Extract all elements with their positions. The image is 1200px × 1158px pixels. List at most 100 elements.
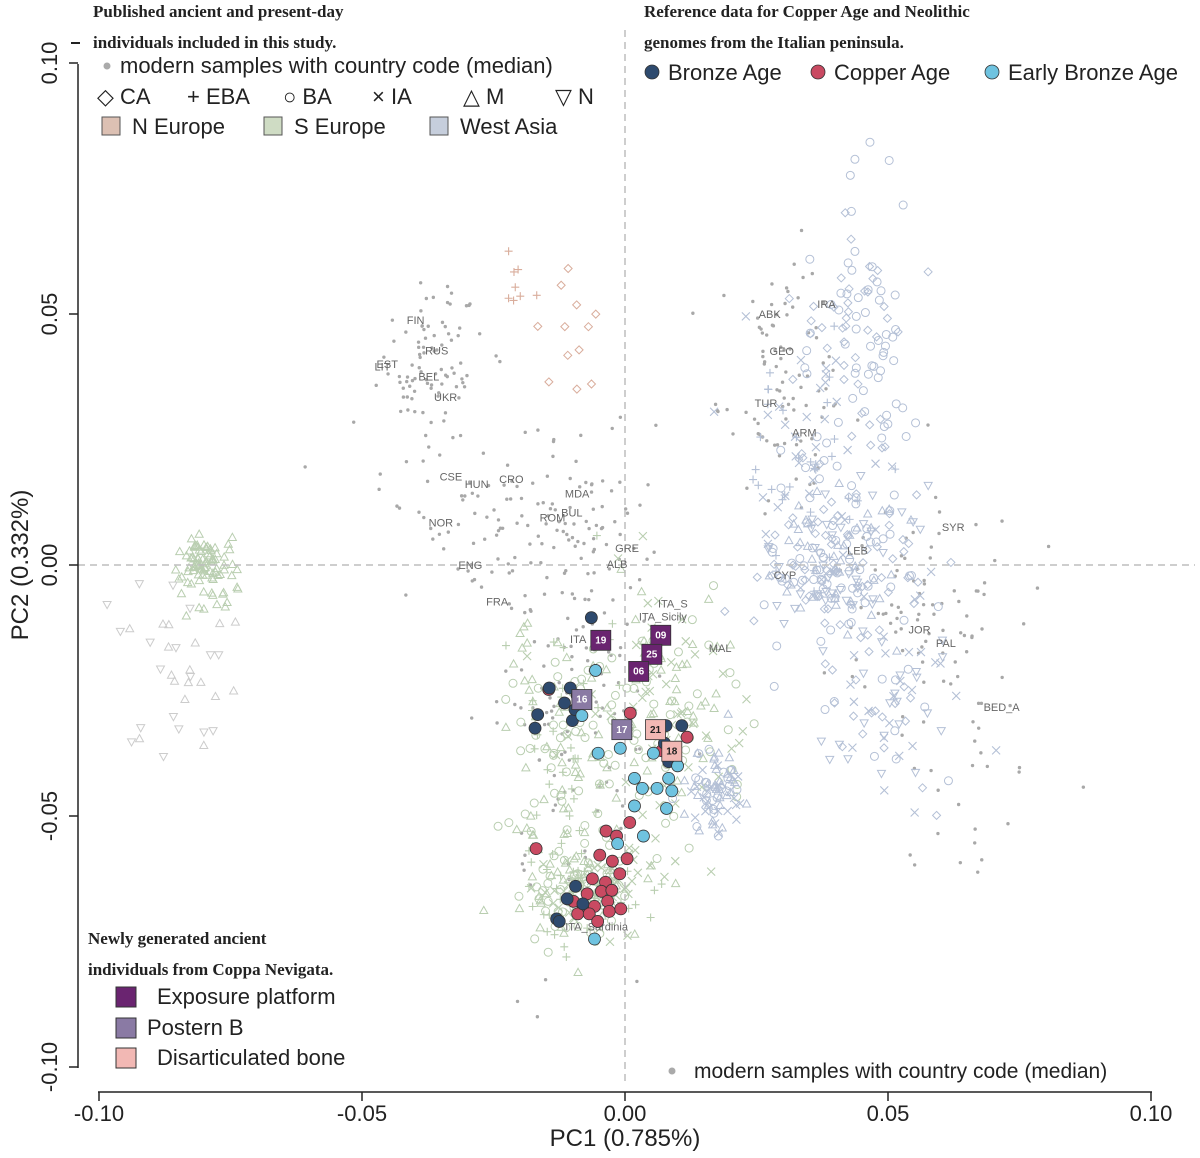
early-bronze-age-point — [647, 746, 660, 760]
west-asia-ancient-marker — [877, 505, 888, 515]
s-europe-ancient-marker — [692, 689, 702, 699]
west-asia-ancient-marker — [828, 516, 839, 526]
modern-sample-dot — [940, 601, 944, 606]
modern-sample-dot — [928, 556, 932, 560]
modern-sample-dot — [625, 622, 629, 626]
s-europe-neolithic-marker — [187, 552, 198, 562]
modern-sample-dot — [657, 674, 662, 678]
period-legend-ia: × IA — [372, 84, 412, 109]
modern-sample-dot — [985, 764, 990, 769]
s-europe-ancient-marker — [524, 684, 535, 694]
modern-sample-dot — [611, 598, 615, 602]
west-asia-ancient-marker — [783, 580, 793, 590]
s-europe-ancient-marker — [168, 713, 179, 722]
west-asia-ancient-marker — [839, 360, 849, 371]
modern-sample-dot — [922, 680, 926, 684]
s-europe-ancient-marker — [681, 636, 691, 646]
s-europe-ancient-marker — [577, 674, 587, 684]
west-asia-ancient-marker — [834, 305, 844, 315]
s-europe-ancient-marker — [501, 722, 511, 731]
modern-sample-dot — [442, 547, 446, 551]
s-europe-ancient-marker — [169, 676, 180, 685]
s-europe-ancient-marker — [558, 907, 568, 917]
modern-sample-dot — [515, 521, 519, 525]
west-asia-ancient-marker — [814, 591, 824, 602]
west-asia-ancient-marker — [830, 593, 840, 603]
s-europe-ancient-marker — [645, 709, 656, 719]
country-label-rus: RUS — [425, 346, 448, 358]
west-asia-ancient-marker — [876, 769, 887, 779]
modern-sample-dot — [831, 368, 835, 373]
west-asia-ancient-marker — [816, 548, 826, 558]
s-europe-ancient-marker — [709, 581, 719, 591]
modern-sample-dot — [405, 395, 410, 399]
west-asia-ancient-marker — [812, 432, 822, 442]
west-asia-ancient-marker — [751, 465, 760, 474]
modern-sample-dot — [450, 366, 454, 370]
west-asia-ancient-marker — [859, 719, 869, 729]
reference-label-early-bronze-age: Early Bronze Age — [1008, 60, 1178, 85]
s-europe-ancient-marker — [654, 596, 663, 606]
west-asia-ancient-marker — [855, 472, 866, 481]
modern-sample-dot — [933, 495, 938, 500]
west-asia-ancient-marker — [788, 374, 798, 385]
west-asia-ancient-marker — [931, 810, 942, 821]
west-asia-ancient-marker — [799, 561, 809, 571]
west-asia-ancient-marker — [843, 531, 853, 542]
modern-sample-dot — [604, 542, 609, 547]
modern-sample-dot — [937, 531, 941, 536]
modern-sample-dot — [470, 716, 474, 720]
west-asia-ancient-marker — [853, 496, 862, 505]
modern-sample-dot — [773, 348, 777, 353]
modern-sample-dot — [860, 544, 864, 548]
modern-sample-dot — [552, 704, 556, 709]
west-asia-ancient-marker — [772, 602, 782, 611]
modern-sample-dot — [557, 680, 561, 685]
s-europe-ancient-marker — [549, 638, 558, 647]
modern-sample-dot — [782, 348, 786, 352]
west-asia-ancient-marker — [807, 592, 818, 601]
modern-sample-dot — [440, 320, 445, 325]
west-asia-ancient-marker — [877, 443, 887, 453]
west-asia-ancient-marker — [714, 784, 724, 793]
s-europe-ancient-marker — [560, 857, 571, 867]
modern-sample-dot — [426, 324, 430, 328]
early-bronze-age-point — [637, 829, 650, 843]
s-europe-ancient-marker — [543, 947, 553, 957]
west-asia-ancient-marker — [817, 575, 826, 585]
n-europe-copper-age-marker — [560, 321, 570, 332]
modern-sample-dot — [794, 477, 798, 481]
west-asia-ancient-marker — [837, 323, 848, 333]
modern-sample-dot — [570, 667, 574, 672]
modern-sample-dot — [609, 489, 614, 493]
west-asia-ancient-marker — [759, 600, 769, 610]
modern-sample-dot — [587, 597, 591, 602]
modern-sample-dot — [548, 696, 552, 700]
x-axis-ticks: -0.10 -0.05 0.00 0.05 0.10 — [74, 1092, 1172, 1126]
s-europe-ancient-marker — [709, 703, 719, 713]
modern-sample-dot — [510, 569, 515, 573]
west-asia-ancient-marker — [763, 410, 773, 420]
modern-sample-dot — [772, 443, 777, 447]
modern-sample-dot — [765, 333, 769, 337]
modern-sample-dot — [912, 863, 917, 867]
region-swatch-west-asia — [429, 116, 449, 136]
modern-sample-dot — [424, 296, 429, 301]
modern-sample-dot — [560, 590, 564, 595]
modern-sample-dot — [507, 602, 511, 606]
west-asia-ancient-marker — [874, 593, 885, 603]
modern-sample-dot — [424, 433, 428, 438]
west-asia-ancient-marker — [782, 586, 792, 596]
west-asia-ancient-marker — [805, 328, 816, 339]
modern-sample-dot — [513, 702, 517, 707]
s-europe-ancient-marker — [603, 749, 613, 759]
s-europe-ancient-marker — [532, 811, 541, 820]
modern-sample-dot — [523, 593, 527, 598]
s-europe-ancient-marker — [749, 719, 759, 729]
modern-sample-dot — [770, 282, 774, 286]
s-europe-ancient-marker — [564, 864, 575, 874]
s-europe-ancient-marker — [656, 664, 666, 674]
west-asia-ancient-marker — [922, 709, 933, 719]
modern-sample-dot — [459, 361, 463, 365]
s-europe-ancient-marker — [652, 854, 662, 864]
